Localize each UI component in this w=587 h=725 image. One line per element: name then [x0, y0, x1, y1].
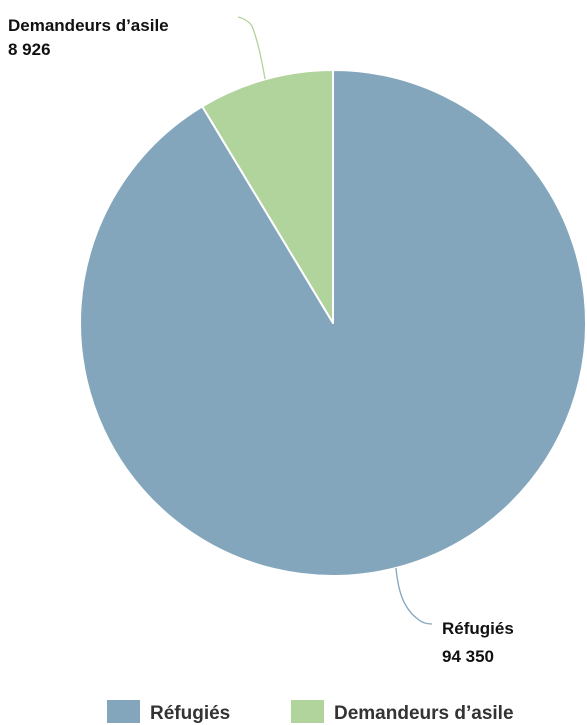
- pie-slices: [79, 69, 587, 577]
- legend-swatch-demandeurs: [291, 700, 324, 723]
- slice-label-refugies-value: 94 350: [442, 647, 494, 666]
- slice-label-demandeurs-value: 8 926: [8, 40, 51, 59]
- leader-line-refugies: [395, 567, 433, 625]
- legend: Réfugiés Demandeurs d’asile: [107, 700, 514, 724]
- pie-slice-demandeurs: [201, 69, 334, 324]
- leader-line-demandeurs: [237, 16, 266, 80]
- legend-swatch-refugies: [107, 700, 140, 723]
- slice-label-demandeurs-name: Demandeurs d’asile: [8, 16, 169, 35]
- legend-label-demandeurs: Demandeurs d’asile: [334, 703, 514, 724]
- legend-label-refugies: Réfugiés: [150, 703, 230, 724]
- slice-labels: Demandeurs d’asile 8 926 Réfugiés 94 350: [8, 16, 514, 666]
- slice-label-refugies-name: Réfugiés: [442, 619, 514, 638]
- leader-lines: [237, 16, 433, 625]
